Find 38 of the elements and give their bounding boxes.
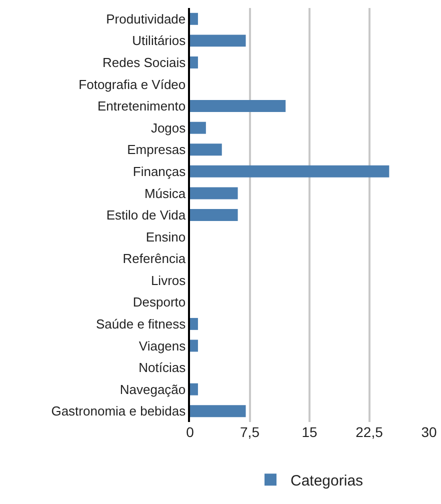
x-tick-label: 15 — [302, 424, 318, 440]
bar — [190, 318, 198, 330]
y-tick-label: Referência — [122, 251, 186, 266]
bar — [190, 187, 238, 200]
x-tick-label: 0 — [186, 424, 194, 440]
y-tick-label: Notícias — [138, 360, 186, 376]
y-tick-label: Jogos — [150, 120, 186, 136]
y-tick-label: Produtividade — [106, 11, 186, 26]
bar — [190, 12, 198, 25]
y-tick-label: Empresas — [127, 142, 186, 158]
bar — [190, 122, 206, 134]
y-tick-label: Ensino — [146, 229, 186, 244]
bar — [190, 405, 246, 418]
y-tick-label: Navegação — [120, 382, 186, 397]
bar — [190, 34, 246, 47]
bar — [190, 209, 238, 221]
bar — [190, 56, 198, 68]
bar — [190, 165, 390, 178]
bar — [190, 340, 198, 352]
legend-label: Categorias — [290, 472, 364, 490]
y-tick-label: Fotografia e Vídeo — [78, 76, 186, 92]
y-tick-label: Livros — [150, 272, 186, 288]
y-tick-label: Música — [144, 186, 186, 201]
y-tick-label: Finanças — [132, 164, 186, 179]
y-tick-label: Viagens — [138, 338, 186, 354]
y-tick-label: Utilitários — [132, 33, 186, 48]
y-tick-label: Gastronomia e bebidas — [51, 404, 186, 419]
x-tick-label: 30 — [421, 424, 437, 440]
x-tick-label: 7,5 — [240, 424, 260, 440]
bar — [190, 100, 286, 112]
y-tick-label: Desporto — [132, 294, 186, 310]
x-tick-label: 22,5 — [356, 424, 384, 440]
bar — [190, 144, 222, 156]
y-tick-label: Entretenimento — [97, 98, 186, 114]
y-tick-label: Estilo de Vida — [106, 208, 186, 223]
y-tick-label: Saúde e fitness — [96, 316, 186, 332]
bar — [190, 383, 198, 396]
y-tick-label: Redes Sociais — [102, 55, 186, 70]
